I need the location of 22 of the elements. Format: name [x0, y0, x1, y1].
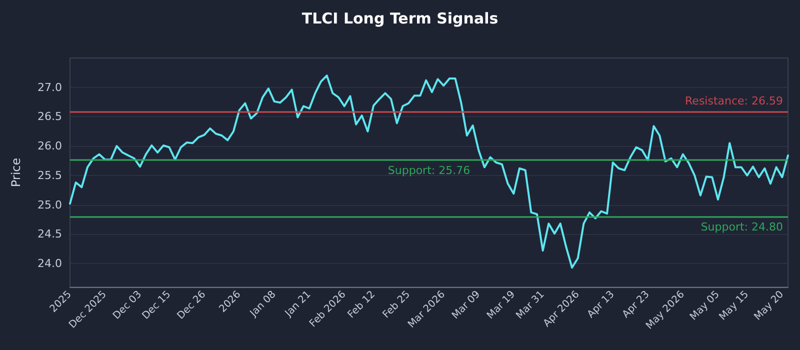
- x-tick-label: Jan 21: [282, 289, 314, 320]
- ref-line-label: Support: 24.80: [700, 220, 783, 234]
- x-tick-label: Mar 09: [450, 289, 483, 322]
- y-tick-label: 25.5: [38, 168, 62, 182]
- y-tick-label: 25.0: [38, 198, 62, 212]
- y-tick-label: 26.5: [38, 110, 62, 124]
- line-series: [69, 74, 789, 269]
- y-tick-label: 26.0: [38, 140, 62, 153]
- x-tick-label: Dec 26: [175, 289, 208, 322]
- x-tick-label: Jan 08: [248, 289, 278, 320]
- x-tick-label: Feb 12: [346, 289, 378, 321]
- x-tick-label: Feb 25: [380, 289, 412, 321]
- chart-title: TLCI Long Term Signals: [302, 10, 498, 28]
- y-tick-label: 27.0: [38, 80, 62, 94]
- x-tick-label: Apr 13: [586, 289, 617, 320]
- y-tick-label: 24.0: [38, 257, 62, 270]
- x-tick-label: Dec 15: [140, 289, 174, 322]
- ref-line-label: Resistance: 26.59: [685, 94, 783, 108]
- y-axis-title: Price: [9, 158, 23, 188]
- ref-line-label: Support: 25.76: [388, 164, 470, 178]
- y-tick-label: 24.5: [38, 228, 62, 241]
- x-tick-label: Apr 23: [620, 289, 652, 320]
